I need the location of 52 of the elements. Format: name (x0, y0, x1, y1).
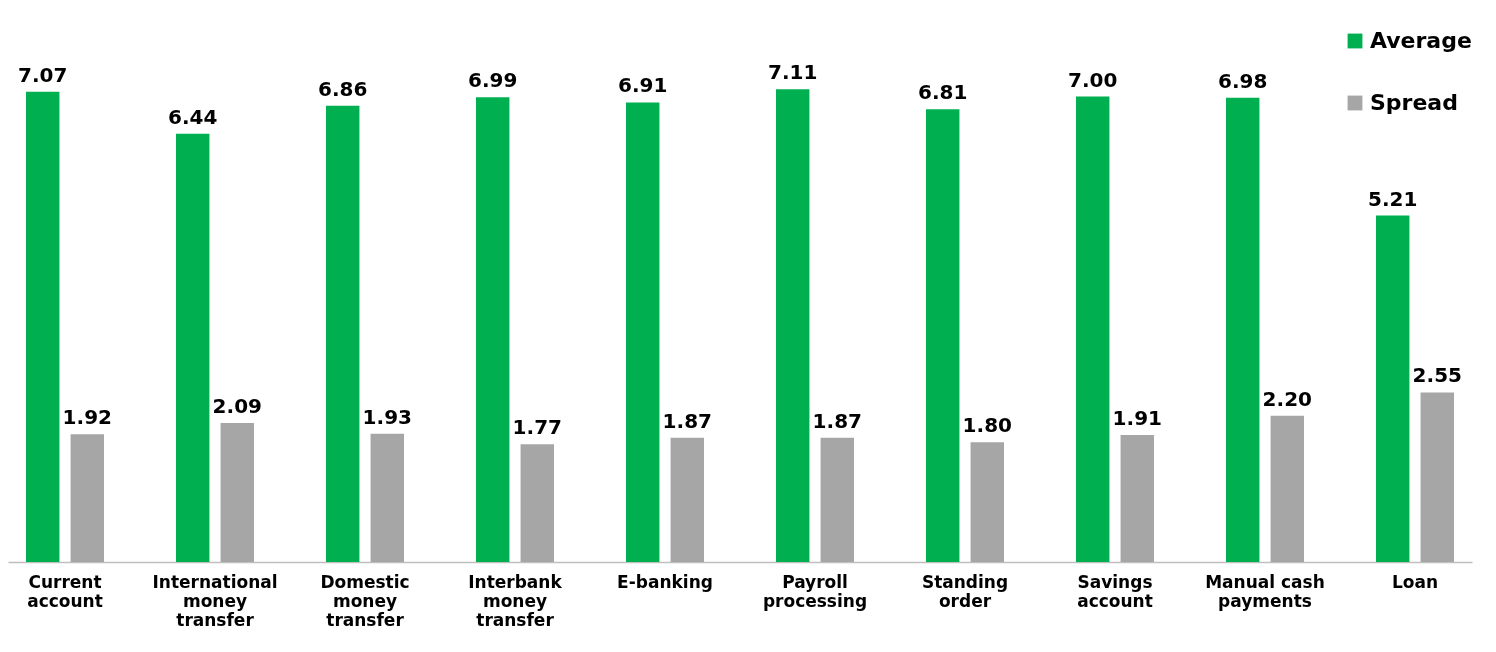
bar (520, 444, 554, 562)
data-label: 1.77 (512, 415, 562, 440)
bar (1076, 96, 1110, 562)
bar (820, 437, 854, 562)
bar (1270, 415, 1304, 562)
x-tick-label: Domestic money transfer (320, 571, 410, 630)
x-tick-label: Loan (1391, 571, 1439, 592)
x-tick-label: International money transfer (152, 571, 278, 630)
data-label: 6.91 (618, 73, 668, 98)
bar (220, 423, 254, 562)
x-tick-label: Current account (27, 571, 103, 611)
bar (26, 91, 60, 562)
x-tick-label: Manual cash payments (1205, 571, 1325, 611)
data-label: 2.09 (212, 394, 262, 419)
bar (370, 433, 404, 562)
bar (326, 105, 360, 562)
x-tick-label: Payroll processing (762, 571, 868, 611)
legend-label: Spread (1370, 90, 1458, 115)
data-label: 1.87 (812, 408, 862, 433)
bar (776, 89, 810, 562)
bar (476, 97, 510, 562)
bar (670, 437, 704, 562)
data-label: 6.86 (318, 76, 368, 101)
x-tick-label: Savings account (1077, 571, 1153, 611)
bar (1420, 392, 1454, 562)
bar (1376, 215, 1410, 562)
legend-label: Average (1370, 28, 1472, 53)
bar (70, 434, 104, 562)
bar (926, 109, 960, 562)
x-tick-label: Standing order (921, 571, 1009, 611)
data-label: 1.92 (62, 405, 112, 430)
data-label: 7.11 (768, 60, 818, 85)
bar (626, 102, 660, 562)
data-label: 2.20 (1262, 386, 1312, 411)
data-label: 1.91 (1112, 405, 1162, 430)
data-label: 5.21 (1368, 186, 1418, 211)
data-label: 6.98 (1218, 68, 1268, 93)
bar (970, 442, 1004, 562)
data-label: 2.55 (1412, 363, 1462, 388)
bar (176, 133, 210, 562)
x-tick-label: Interbank money transfer (468, 571, 563, 630)
data-label: 7.00 (1068, 67, 1118, 92)
x-tick-label: E-banking (617, 571, 713, 592)
data-label: 6.99 (468, 68, 518, 93)
data-label: 1.80 (962, 413, 1012, 438)
data-label: 1.93 (362, 404, 412, 429)
data-label: 6.81 (918, 80, 968, 105)
bar (1226, 97, 1260, 562)
data-label: 7.07 (18, 62, 68, 87)
data-label: 6.44 (168, 104, 218, 129)
data-label: 1.87 (662, 408, 712, 433)
bar (1120, 434, 1154, 562)
